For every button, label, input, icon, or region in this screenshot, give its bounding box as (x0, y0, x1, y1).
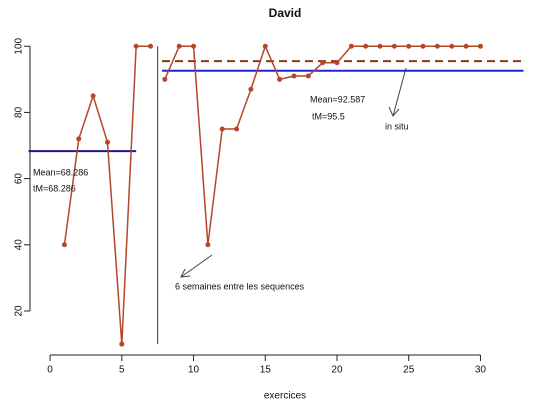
data-point (162, 76, 168, 82)
arrow (392, 67, 407, 117)
arrow (180, 254, 213, 278)
data-point (248, 86, 254, 92)
data-point (477, 43, 483, 49)
data-point (133, 43, 139, 49)
data-point (363, 43, 369, 49)
y-tick-label: 40 (14, 239, 25, 251)
annotation: tM=95.5 (312, 111, 345, 121)
data-point (406, 43, 412, 49)
annotation: tM=68.286 (33, 183, 76, 193)
arrow-head (388, 106, 400, 117)
data-point (291, 73, 297, 79)
data-point (348, 43, 354, 49)
data-point (391, 43, 397, 49)
arrow-head (180, 268, 191, 278)
data-point (90, 93, 96, 99)
annotation: in situ (385, 121, 409, 131)
y-tick-label: 60 (14, 173, 25, 185)
x-tick-label: 10 (188, 365, 200, 376)
data-point (334, 60, 340, 66)
data-point (262, 43, 268, 49)
annotation: 6 semaines entre les sequences (175, 281, 305, 291)
data-point (377, 43, 383, 49)
data-point (320, 60, 326, 66)
x-tick-label: 0 (47, 365, 53, 376)
data-point (61, 242, 67, 248)
data-point (148, 43, 154, 49)
y-tick-label: 80 (14, 106, 25, 118)
x-axis-label: exercices (264, 391, 306, 402)
data-point (434, 43, 440, 49)
data-point (277, 76, 283, 82)
data-line (164, 44, 481, 245)
x-tick-label: 30 (475, 365, 487, 376)
data-point (191, 43, 197, 49)
data-point (76, 136, 82, 142)
x-tick-label: 25 (403, 365, 415, 376)
data-point (205, 242, 211, 248)
data-point (104, 139, 110, 145)
annotation: Mean=68.286 (33, 167, 88, 177)
y-tick-label: 20 (14, 305, 25, 317)
data-point (449, 43, 455, 49)
chart-title: David (269, 6, 302, 20)
data-point (119, 341, 125, 347)
data-point (463, 43, 469, 49)
data-point (176, 43, 182, 49)
y-tick-label: 100 (14, 37, 25, 54)
x-tick-label: 15 (260, 365, 272, 376)
x-tick-label: 20 (331, 365, 343, 376)
x-tick-label: 5 (119, 365, 125, 376)
data-point (219, 126, 225, 132)
data-point (305, 73, 311, 79)
data-line (63, 45, 151, 345)
data-point (420, 43, 426, 49)
data-point (234, 126, 240, 132)
annotation: Mean=92.587 (310, 94, 365, 104)
